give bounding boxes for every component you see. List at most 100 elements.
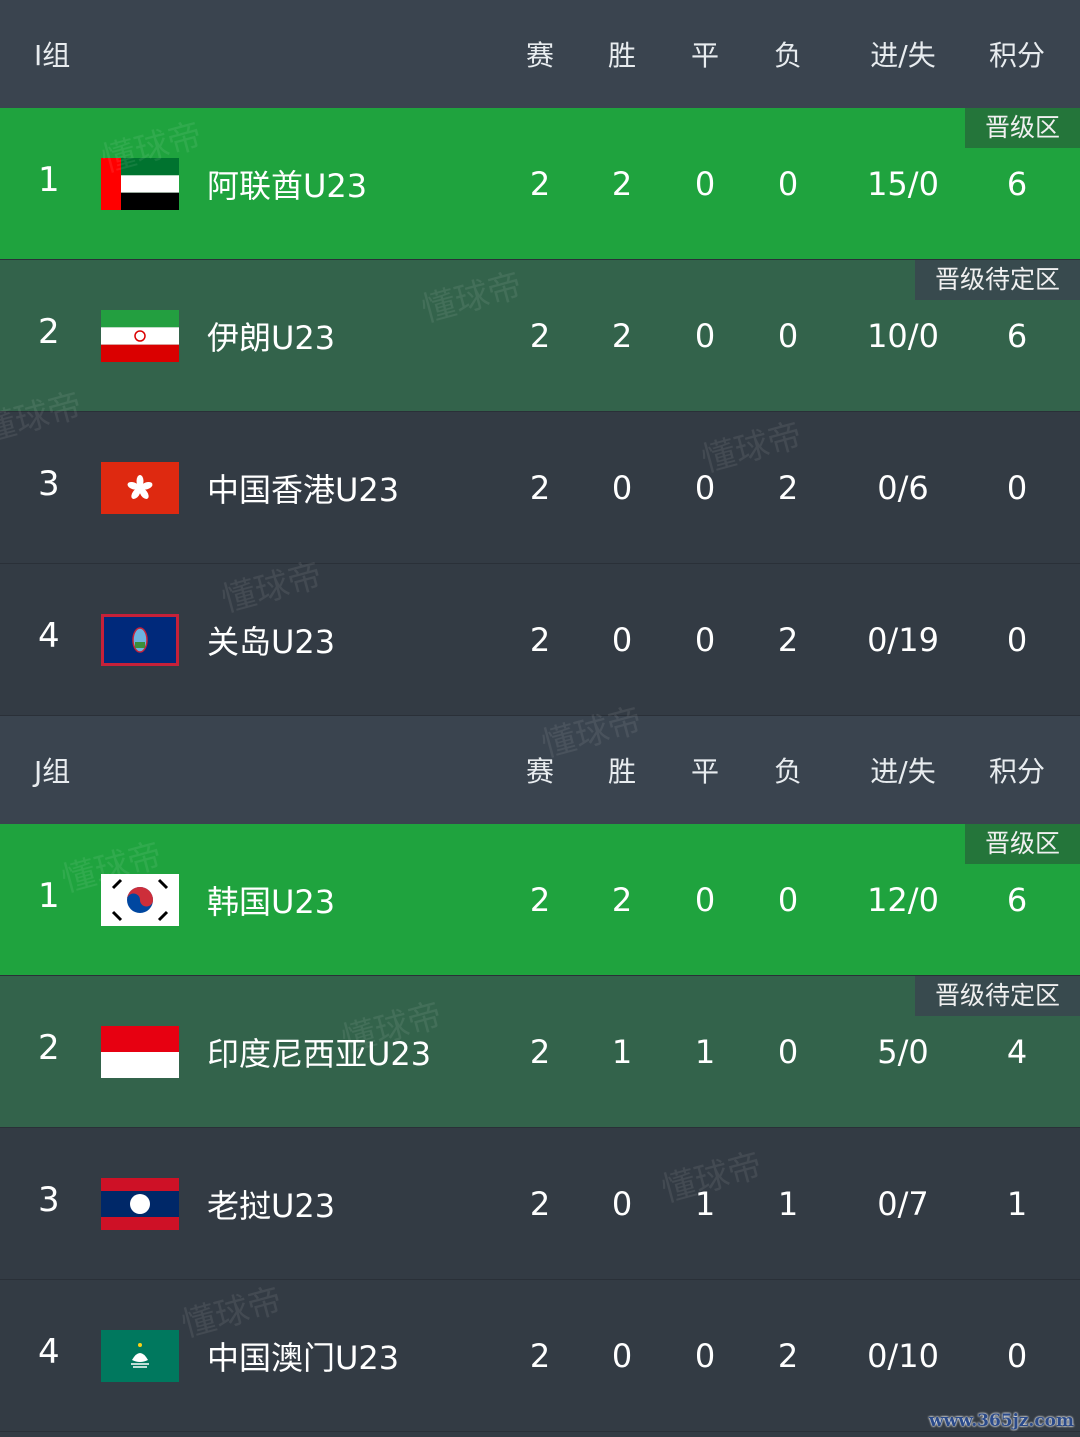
table-row[interactable]: 晋级区 1 韩国U23 2 2 0 0 12/0 6 xyxy=(0,824,1080,976)
column-header: 进/失 xyxy=(870,39,936,72)
group-header: J组 赛 胜 平 负 进/失 积分 xyxy=(0,716,1080,824)
guam-flag-icon xyxy=(101,613,179,666)
laos-flag-icon xyxy=(101,1177,179,1230)
stat-gf-ga: 0/10 xyxy=(867,1336,939,1375)
team-name[interactable]: 印度尼西亚U23 xyxy=(207,1034,432,1073)
stat-w: 0 xyxy=(611,1184,633,1223)
team-name[interactable]: 韩国U23 xyxy=(207,882,336,921)
stat-l: 1 xyxy=(777,1184,799,1223)
stat-gf-ga: 12/0 xyxy=(867,880,939,919)
team-name[interactable]: 中国澳门U23 xyxy=(207,1338,400,1377)
column-header: 平 xyxy=(690,755,720,788)
stat-pts: 0 xyxy=(1006,468,1028,507)
team-name[interactable]: 伊朗U23 xyxy=(207,318,336,357)
zone-badge: 晋级区 xyxy=(964,824,1080,864)
column-header: 胜 xyxy=(607,39,637,72)
stat-gf-ga: 0/7 xyxy=(877,1184,929,1223)
stat-w: 1 xyxy=(611,1032,633,1071)
stat-d: 0 xyxy=(694,620,716,659)
stat-gf-ga: 5/0 xyxy=(877,1032,929,1071)
column-header: 负 xyxy=(773,39,803,72)
stat-gf-ga: 0/6 xyxy=(877,468,929,507)
rank: 2 xyxy=(38,1027,60,1068)
stat-p: 2 xyxy=(529,1032,551,1071)
stat-pts: 6 xyxy=(1006,164,1028,203)
korea-flag-icon xyxy=(101,873,179,926)
group-header: I组 赛 胜 平 负 进/失 积分 xyxy=(0,0,1080,108)
column-header: 胜 xyxy=(607,755,637,788)
stat-d: 0 xyxy=(694,1336,716,1375)
column-header: 赛 xyxy=(525,755,555,788)
table-row[interactable]: 晋级待定区 2 伊朗U23 2 2 0 0 10/0 6 xyxy=(0,260,1080,412)
column-header: 积分 xyxy=(988,755,1046,788)
rank: 4 xyxy=(38,1331,60,1372)
stat-pts: 6 xyxy=(1006,880,1028,919)
stat-l: 2 xyxy=(777,620,799,659)
uae-flag-icon xyxy=(101,157,179,210)
rank: 3 xyxy=(38,463,60,504)
column-header: 赛 xyxy=(525,39,555,72)
stat-pts: 6 xyxy=(1006,316,1028,355)
stat-p: 2 xyxy=(529,620,551,659)
team-name[interactable]: 阿联酋U23 xyxy=(207,166,368,205)
column-header: 积分 xyxy=(988,39,1046,72)
stat-p: 2 xyxy=(529,164,551,203)
site-watermark: www.365jz.com xyxy=(929,1411,1074,1431)
iran-flag-icon xyxy=(101,309,179,362)
table-row[interactable]: 3 中国香港U23 2 0 0 2 0/6 0 xyxy=(0,412,1080,564)
table-row[interactable]: 晋级待定区 2 印度尼西亚U23 2 1 1 0 5/0 4 xyxy=(0,976,1080,1128)
stat-pts: 0 xyxy=(1006,1336,1028,1375)
stat-l: 0 xyxy=(777,164,799,203)
zone-badge: 晋级区 xyxy=(964,108,1080,148)
stat-d: 0 xyxy=(694,880,716,919)
rank: 3 xyxy=(38,1179,60,1220)
column-header: 负 xyxy=(773,755,803,788)
stat-w: 0 xyxy=(611,468,633,507)
table-row[interactable]: 4 关岛U23 2 0 0 2 0/19 0 xyxy=(0,564,1080,716)
rank: 2 xyxy=(38,311,60,352)
stat-l: 2 xyxy=(777,1336,799,1375)
hong-kong-flag-icon xyxy=(101,461,179,514)
stat-d: 0 xyxy=(694,316,716,355)
stat-p: 2 xyxy=(529,1336,551,1375)
team-name[interactable]: 中国香港U23 xyxy=(207,470,400,509)
stat-w: 2 xyxy=(611,164,633,203)
stat-w: 2 xyxy=(611,316,633,355)
stat-gf-ga: 15/0 xyxy=(867,164,939,203)
table-row[interactable]: 4 中国澳门U23 2 0 0 2 0/10 0 xyxy=(0,1280,1080,1432)
stat-l: 2 xyxy=(777,468,799,507)
stat-l: 0 xyxy=(777,316,799,355)
team-name[interactable]: 关岛U23 xyxy=(207,622,336,661)
stat-l: 0 xyxy=(777,880,799,919)
stat-pts: 4 xyxy=(1006,1032,1028,1071)
table-row[interactable]: 晋级区 1 阿联酋U23 2 2 0 0 15/0 6 xyxy=(0,108,1080,260)
rank: 1 xyxy=(38,875,60,916)
team-name[interactable]: 老挝U23 xyxy=(207,1186,336,1225)
stat-w: 2 xyxy=(611,880,633,919)
stat-p: 2 xyxy=(529,1184,551,1223)
stat-p: 2 xyxy=(529,880,551,919)
stat-p: 2 xyxy=(529,468,551,507)
stat-d: 0 xyxy=(694,468,716,507)
column-header: 平 xyxy=(690,39,720,72)
stat-w: 0 xyxy=(611,1336,633,1375)
stat-pts: 0 xyxy=(1006,620,1028,659)
stat-d: 1 xyxy=(694,1184,716,1223)
stat-pts: 1 xyxy=(1006,1184,1028,1223)
group-name: J组 xyxy=(34,755,71,788)
rank: 4 xyxy=(38,615,60,656)
stat-p: 2 xyxy=(529,316,551,355)
stat-w: 0 xyxy=(611,620,633,659)
stat-l: 0 xyxy=(777,1032,799,1071)
zone-badge: 晋级待定区 xyxy=(914,260,1080,300)
indonesia-flag-icon xyxy=(101,1025,179,1078)
macau-flag-icon xyxy=(101,1329,179,1382)
stat-d: 1 xyxy=(694,1032,716,1071)
zone-badge: 晋级待定区 xyxy=(914,976,1080,1016)
stat-d: 0 xyxy=(694,164,716,203)
stat-gf-ga: 0/19 xyxy=(867,620,939,659)
table-row[interactable]: 3 老挝U23 2 0 1 1 0/7 1 xyxy=(0,1128,1080,1280)
stat-gf-ga: 10/0 xyxy=(867,316,939,355)
rank: 1 xyxy=(38,159,60,200)
column-header: 进/失 xyxy=(870,755,936,788)
